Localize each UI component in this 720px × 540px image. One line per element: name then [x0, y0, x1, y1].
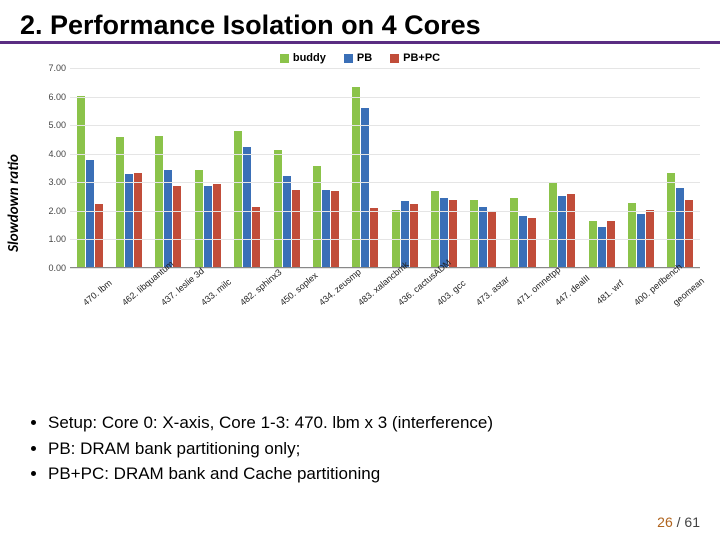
gridline [70, 68, 700, 69]
gridline [70, 97, 700, 98]
bar [125, 174, 133, 267]
bar-group [624, 203, 658, 267]
bar [549, 183, 557, 267]
y-tick-label: 6.00 [40, 92, 66, 102]
legend-swatch [344, 54, 353, 63]
bar [528, 218, 536, 267]
y-tick-label: 4.00 [40, 149, 66, 159]
y-tick-label: 7.00 [40, 63, 66, 73]
bar [646, 210, 654, 267]
legend-item: PB+PC [390, 52, 440, 64]
gridline [70, 211, 700, 212]
y-tick-label: 0.00 [40, 263, 66, 273]
bar [243, 147, 251, 267]
bar-group [230, 131, 264, 267]
legend-label: PB+PC [403, 52, 440, 64]
bar [361, 108, 369, 267]
legend-label: PB [357, 52, 372, 64]
page-current: 26 [657, 514, 673, 530]
bar [567, 194, 575, 267]
bar-group [427, 191, 461, 267]
bar [234, 131, 242, 267]
bar-group [309, 166, 343, 267]
chart: Slowdown ratio 0.001.002.003.004.005.006… [40, 68, 700, 338]
y-tick-label: 2.00 [40, 206, 66, 216]
legend-item: buddy [280, 52, 326, 64]
bar [676, 188, 684, 267]
bar [667, 173, 675, 267]
title-area: 2. Performance Isolation on 4 Cores [0, 0, 720, 44]
bullet-item: PB: DRAM bank partitioning only; [48, 436, 700, 462]
bar [252, 207, 260, 267]
chart-legend: buddy PB PB+PC [0, 52, 720, 64]
bar-group [151, 136, 185, 267]
gridline [70, 182, 700, 183]
bar [392, 210, 400, 267]
bar [628, 203, 636, 267]
bar [274, 150, 282, 267]
bar-group [112, 137, 146, 267]
bar-group [585, 221, 619, 267]
gridline [70, 239, 700, 240]
slide-title: 2. Performance Isolation on 4 Cores [20, 10, 700, 41]
bar [589, 221, 597, 267]
y-tick-label: 5.00 [40, 120, 66, 130]
bar-group [270, 150, 304, 267]
bar [77, 96, 85, 267]
page-sep: / [673, 514, 685, 530]
bar [510, 198, 518, 267]
bar [164, 170, 172, 267]
bar [134, 173, 142, 267]
bar [204, 186, 212, 267]
bar [95, 204, 103, 267]
bar [86, 160, 94, 267]
bar [637, 214, 645, 267]
bar [607, 221, 615, 267]
bullet-item: PB+PC: DRAM bank and Cache partitioning [48, 461, 700, 487]
bar [155, 136, 163, 267]
legend-label: buddy [293, 52, 326, 64]
bar [331, 191, 339, 267]
legend-swatch [280, 54, 289, 63]
bar [313, 166, 321, 267]
bar [283, 176, 291, 267]
legend-item: PB [344, 52, 372, 64]
bar [370, 208, 378, 267]
bullet-list: Setup: Core 0: X-axis, Core 1-3: 470. lb… [30, 410, 700, 487]
bar [292, 190, 300, 267]
gridline [70, 154, 700, 155]
bar [598, 227, 606, 267]
bullet-item: Setup: Core 0: X-axis, Core 1-3: 470. lb… [48, 410, 700, 436]
bar [116, 137, 124, 267]
bar [322, 190, 330, 267]
y-axis-label: Slowdown ratio [5, 154, 23, 252]
slide-root: 2. Performance Isolation on 4 Cores budd… [0, 0, 720, 540]
bar [519, 216, 527, 267]
bar-group [663, 173, 697, 267]
legend-swatch [390, 54, 399, 63]
y-tick-label: 1.00 [40, 234, 66, 244]
bars-row [70, 68, 700, 267]
bar [173, 186, 181, 267]
bar [213, 184, 221, 267]
gridline [70, 125, 700, 126]
page-total: 61 [684, 514, 700, 530]
bar [440, 198, 448, 267]
bar-group [73, 96, 107, 267]
bar-group [506, 198, 540, 267]
bar-group [545, 183, 579, 267]
bar [195, 170, 203, 267]
bar [431, 191, 439, 267]
plot-area: 0.001.002.003.004.005.006.007.00 [70, 68, 700, 268]
bar [410, 204, 418, 267]
bar-group [191, 170, 225, 267]
bar [558, 196, 566, 267]
page-number: 26 / 61 [657, 514, 700, 530]
bar [479, 207, 487, 267]
y-tick-label: 3.00 [40, 177, 66, 187]
x-axis-labels: 470. lbm462. libquantum437. leslie 3d433… [70, 272, 700, 332]
